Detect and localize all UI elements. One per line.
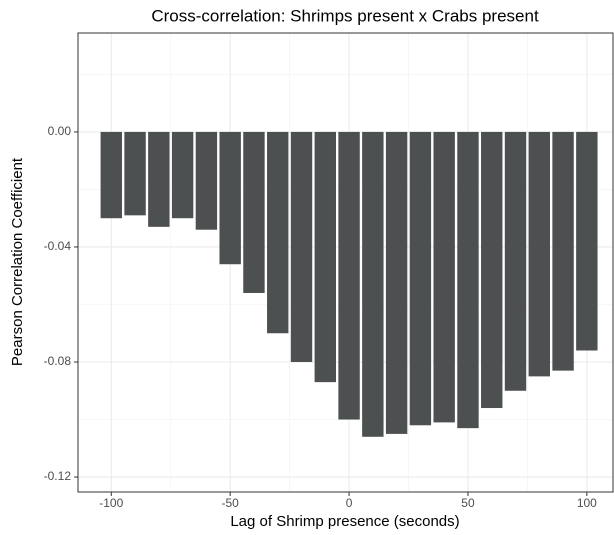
bar (171, 131, 194, 219)
bar (219, 131, 241, 265)
bar (362, 131, 384, 437)
bar (385, 131, 408, 434)
bar (338, 131, 360, 420)
bar (124, 131, 146, 216)
x-tick-label: 50 (461, 496, 475, 510)
bar (552, 131, 574, 371)
bar (409, 131, 432, 426)
bar (100, 131, 122, 219)
bar (195, 131, 218, 230)
bar (457, 131, 479, 429)
panel-border (77, 32, 614, 493)
x-tick-label: 0 (346, 496, 353, 510)
bar (314, 131, 336, 383)
bar (243, 131, 265, 293)
chart-title: Cross-correlation: Shrimps present x Cra… (151, 6, 539, 25)
y-tick-label: -0.08 (44, 354, 72, 368)
bar (504, 131, 527, 391)
bar (148, 131, 170, 227)
x-tick-label: -50 (222, 496, 240, 510)
x-axis-title: Lag of Shrimp presence (seconds) (230, 513, 459, 530)
bar (576, 131, 598, 351)
y-tick-label: -0.04 (44, 239, 72, 253)
bar (481, 131, 503, 409)
bar (528, 131, 550, 377)
y-tick-label: 0.00 (48, 124, 72, 138)
x-tick-label: 100 (577, 496, 597, 510)
bar (267, 131, 289, 334)
y-tick-label: -0.12 (44, 469, 72, 483)
bar (433, 131, 455, 423)
y-axis-title: Pearson Correlation Coefficient (9, 157, 26, 366)
bar (290, 131, 313, 363)
x-tick-label: -100 (99, 496, 123, 510)
